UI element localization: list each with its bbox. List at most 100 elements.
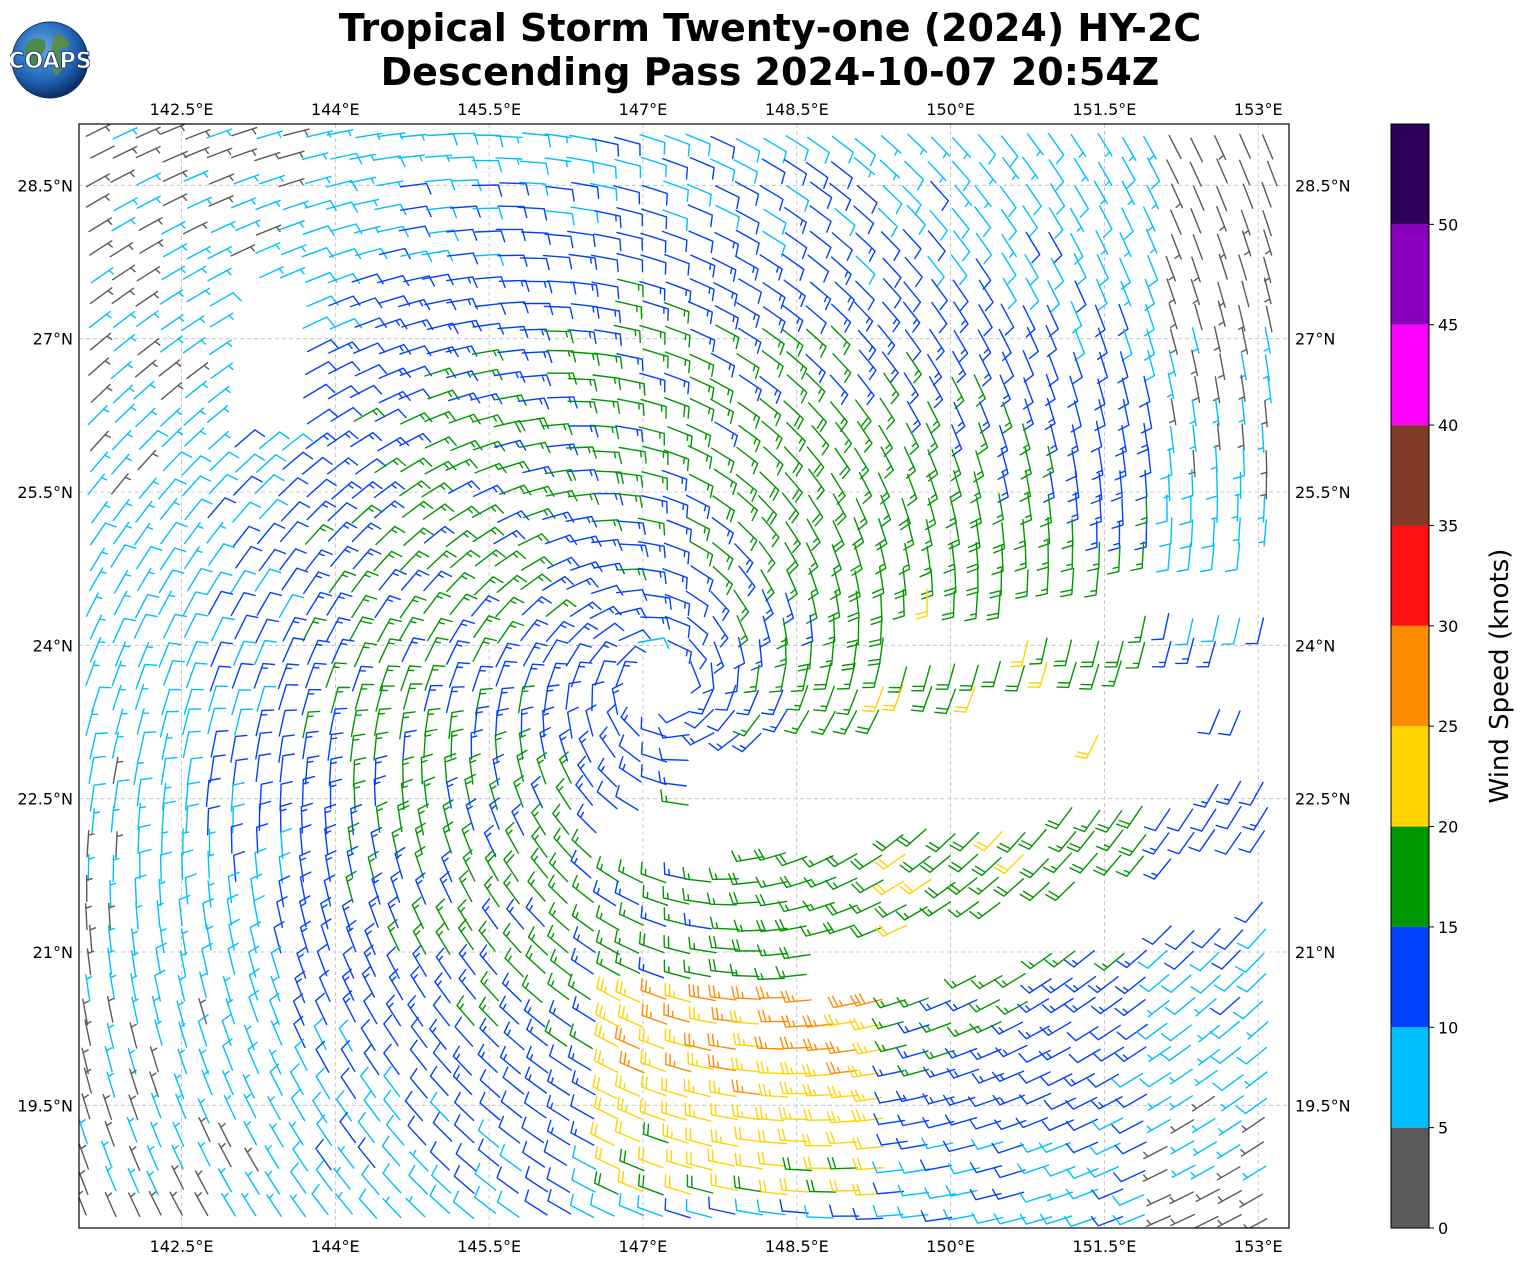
wind-barb — [805, 353, 826, 384]
wind-barb — [852, 1137, 884, 1150]
wind-barb — [762, 306, 786, 334]
wind-barb — [1066, 492, 1079, 524]
wind-barb — [302, 316, 335, 329]
wind-barb — [545, 185, 575, 202]
wind-barb — [423, 591, 451, 614]
wind-barb — [279, 548, 307, 571]
wind-barb — [882, 257, 902, 288]
wind-barb — [784, 472, 803, 503]
wind-barb — [952, 350, 967, 383]
wind-barb — [639, 1099, 666, 1121]
wind-barb — [548, 1000, 572, 1028]
wind-barb — [870, 594, 883, 626]
wind-barb — [531, 826, 548, 859]
wind-barb — [1155, 494, 1168, 525]
wind-barb — [613, 324, 641, 343]
wind-barb — [328, 341, 361, 354]
wind-barb — [857, 329, 877, 361]
wind-barb — [288, 1121, 304, 1146]
wind-barb — [517, 533, 551, 546]
wind-barb — [1049, 183, 1066, 215]
wind-barb — [311, 1184, 329, 1216]
wind-barb — [728, 892, 760, 905]
wind-barb — [162, 193, 188, 207]
wind-barb — [572, 996, 596, 1022]
wind-barb — [1025, 277, 1040, 310]
wind-barb — [1091, 1188, 1124, 1200]
wind-barb — [160, 498, 180, 520]
wind-barb — [1190, 349, 1199, 377]
wind-barb — [683, 959, 712, 978]
wind-barb — [543, 1140, 568, 1166]
wind-barb — [177, 974, 186, 1002]
wind-barb — [524, 1165, 549, 1193]
wind-barb — [809, 281, 832, 311]
wind-barb — [640, 254, 667, 275]
wind-barb — [618, 859, 643, 884]
wind-barb — [400, 457, 433, 473]
wind-barb — [1169, 1191, 1194, 1205]
wind-barb — [363, 1090, 381, 1122]
wind-barb — [1091, 1117, 1124, 1131]
wind-barb — [182, 591, 208, 616]
colorbar-label: Wind Speed (knots) — [1485, 549, 1515, 804]
wind-barb — [1097, 351, 1109, 385]
wind-barb — [611, 683, 624, 715]
wind-barb — [685, 1198, 713, 1219]
wind-barb — [1213, 376, 1221, 404]
wind-barb — [231, 148, 258, 159]
wind-barb — [1074, 328, 1086, 361]
wind-barb — [257, 522, 286, 545]
wind-barb — [569, 601, 602, 617]
wind-barb — [484, 849, 499, 882]
wind-barb — [85, 124, 111, 137]
wind-barb — [328, 248, 362, 260]
wind-barb — [89, 567, 107, 592]
wind-barb — [282, 616, 307, 642]
wind-barb — [175, 1093, 187, 1119]
wind-barb — [826, 1110, 858, 1124]
wind-barb — [946, 1067, 980, 1079]
wind-barb — [184, 873, 197, 905]
wind-barb — [897, 1022, 930, 1034]
wind-barb — [1169, 1095, 1194, 1111]
wind-barb — [478, 996, 499, 1027]
wind-barb — [708, 1196, 736, 1215]
wind-barb — [1170, 1140, 1195, 1155]
wind-barb — [1197, 1024, 1220, 1043]
lat-tick-label-right: 24°N — [1295, 636, 1335, 655]
wind-barb — [999, 185, 1017, 218]
wind-barb — [247, 1041, 260, 1075]
wind-barb — [471, 504, 504, 518]
lat-tick-label-right: 28.5°N — [1295, 176, 1351, 195]
wind-barb — [387, 919, 400, 952]
wind-barb — [544, 133, 572, 144]
wind-barb — [1167, 425, 1175, 454]
wind-barb — [112, 264, 136, 281]
wind-barb — [199, 971, 207, 999]
wind-barb — [399, 711, 416, 740]
wind-barb — [248, 968, 260, 1001]
map-grid — [79, 124, 1289, 1228]
wind-barb — [784, 710, 810, 735]
wind-barb — [163, 613, 187, 639]
wind-barb — [255, 823, 269, 854]
wind-barb — [1238, 397, 1246, 426]
wind-barb — [1001, 252, 1017, 285]
wind-barb — [1040, 1073, 1073, 1087]
wind-barb — [712, 495, 735, 523]
wind-barb — [1121, 180, 1136, 206]
wind-barb — [759, 615, 771, 648]
wind-barb — [734, 1126, 763, 1143]
wind-barb — [452, 1190, 475, 1220]
wind-barb — [301, 152, 329, 160]
wind-barb — [1238, 830, 1265, 854]
wind-barb — [230, 592, 256, 617]
wind-barb — [1190, 278, 1200, 306]
wind-barb — [524, 1066, 547, 1094]
wind-barb — [593, 329, 622, 346]
wind-barb — [432, 1112, 453, 1142]
wind-barb — [573, 926, 596, 953]
wind-barb — [762, 708, 788, 733]
wind-barb — [137, 567, 155, 592]
